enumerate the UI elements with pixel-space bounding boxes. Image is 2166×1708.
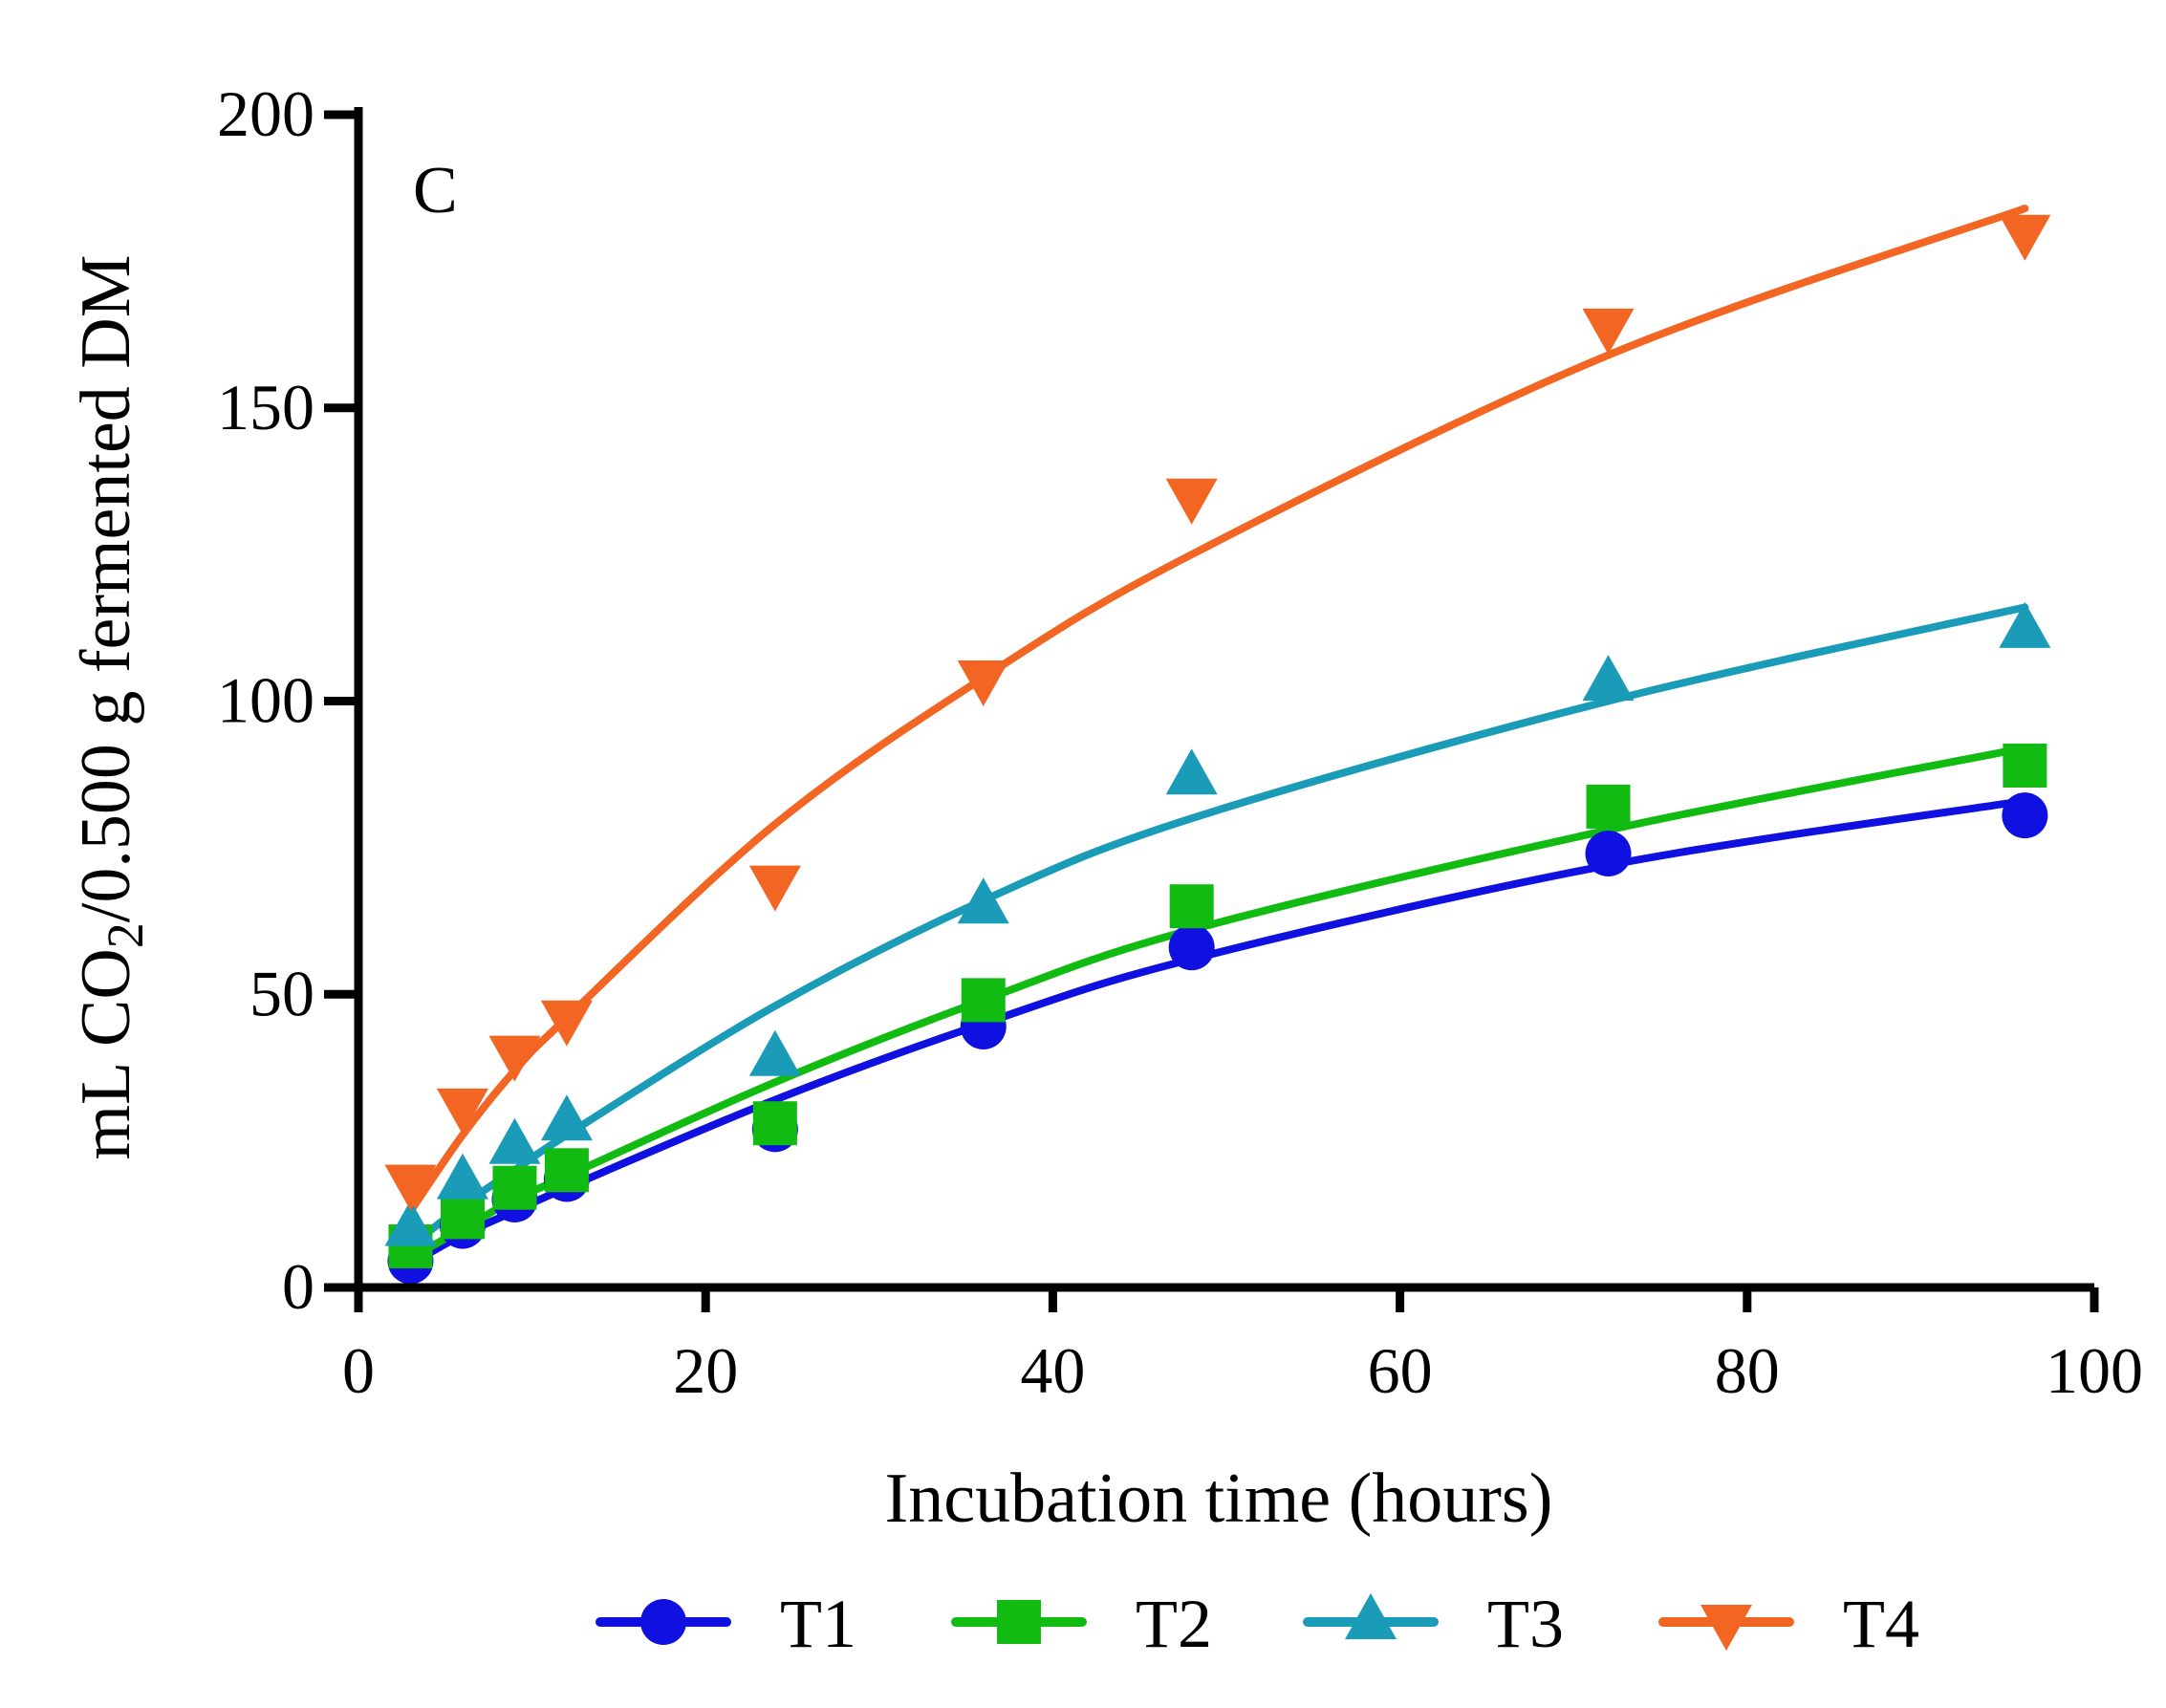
point-t3-8 <box>1999 601 2051 648</box>
point-t1-8 <box>2002 792 2048 839</box>
y-tick-label-4: 200 <box>217 77 314 150</box>
point-t2-4 <box>752 1101 797 1146</box>
legend-marker-t2 <box>997 1600 1041 1644</box>
fit-curve-t2 <box>406 744 2029 1263</box>
point-t3-1 <box>436 1153 488 1200</box>
point-t1-6 <box>1168 924 1215 971</box>
point-t3-6 <box>1165 748 1218 795</box>
point-t2-6 <box>1169 884 1214 929</box>
point-t2-7 <box>1586 784 1631 829</box>
panel-label: C <box>413 154 458 227</box>
axis-ticks: 0 20 40 60 80 100 0 50 100 150 200 <box>217 77 2143 1407</box>
legend-marker-t4 <box>1700 1605 1752 1651</box>
x-axis-title: Incubation time (hours) <box>885 1459 1553 1538</box>
y-tick-label-3: 150 <box>217 371 314 443</box>
y-tick-label-1: 50 <box>249 957 314 1029</box>
point-t4-6 <box>1165 478 1218 525</box>
point-t3-5 <box>957 877 1009 924</box>
data-points <box>384 214 2051 1285</box>
x-tick-label-4: 80 <box>1715 1334 1780 1407</box>
point-t2-3 <box>544 1148 589 1193</box>
x-tick-label-0: 0 <box>342 1334 375 1407</box>
point-t4-5 <box>957 659 1009 706</box>
point-t2-1 <box>440 1195 485 1240</box>
point-t3-7 <box>1582 655 1635 702</box>
x-tick-label-1: 20 <box>673 1334 738 1407</box>
point-t2-2 <box>492 1165 537 1210</box>
point-t3-0 <box>384 1200 437 1246</box>
legend-marker-t1 <box>640 1599 686 1645</box>
fit-curves <box>406 205 2029 1268</box>
point-t4-4 <box>748 865 801 912</box>
legend: T1 T2 T3 T4 <box>596 1586 1919 1662</box>
point-t2-8 <box>2003 743 2047 788</box>
y-tick-label-2: 100 <box>217 664 314 737</box>
legend-label-t2: T2 <box>1136 1586 1212 1662</box>
legend-label-t3: T3 <box>1487 1586 1564 1662</box>
y-axis-title-prefix: mL CO <box>67 948 145 1159</box>
x-tick-label-5: 100 <box>2046 1334 2143 1407</box>
legend-label-t4: T4 <box>1843 1586 1919 1662</box>
point-t4-8 <box>1999 214 2051 261</box>
legend-label-t1: T1 <box>780 1586 856 1662</box>
point-t4-7 <box>1582 308 1635 355</box>
fit-curve-t4 <box>406 205 2029 1216</box>
point-t4-3 <box>540 1000 593 1047</box>
fit-curve-t1 <box>406 796 2029 1268</box>
point-t3-3 <box>540 1094 593 1141</box>
point-t1-7 <box>1585 831 1632 877</box>
point-t2-5 <box>961 978 1006 1023</box>
point-t4-2 <box>488 1035 541 1082</box>
y-tick-label-0: 0 <box>282 1250 314 1323</box>
y-axis-title-suffix: /0.500 g fermented DM <box>67 254 145 922</box>
legend-marker-t3 <box>1345 1593 1397 1639</box>
point-t3-4 <box>748 1029 801 1076</box>
point-t4-0 <box>384 1164 437 1211</box>
y-axis-title-subscript: 2 <box>97 922 154 948</box>
x-tick-label-3: 60 <box>1368 1334 1433 1407</box>
y-axis-title: mL CO2/0.500 g fermented DM <box>67 254 154 1159</box>
point-t3-2 <box>488 1117 541 1164</box>
x-tick-label-2: 40 <box>1020 1334 1085 1407</box>
point-t4-1 <box>436 1088 488 1135</box>
